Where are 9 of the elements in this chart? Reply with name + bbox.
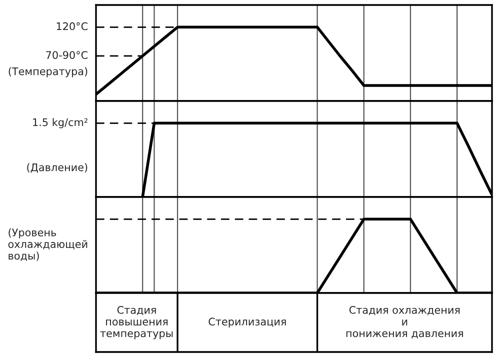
ref-line-label: 1.5 kg/cm² bbox=[33, 118, 88, 128]
text: Стадия охлаждения и понижения давления bbox=[346, 306, 463, 338]
y-axis-title: (Температура) bbox=[8, 67, 88, 78]
text: Стадия повышения температуры bbox=[100, 306, 173, 340]
ref-line-label: 70-90°C bbox=[46, 51, 88, 59]
y-axis-title: (Уровень охлаждающей воды) bbox=[8, 228, 88, 261]
ref-line-label: 120°C bbox=[56, 22, 88, 30]
text: Стерилизация bbox=[208, 318, 286, 328]
y-axis-title: (Давление) bbox=[27, 163, 88, 173]
